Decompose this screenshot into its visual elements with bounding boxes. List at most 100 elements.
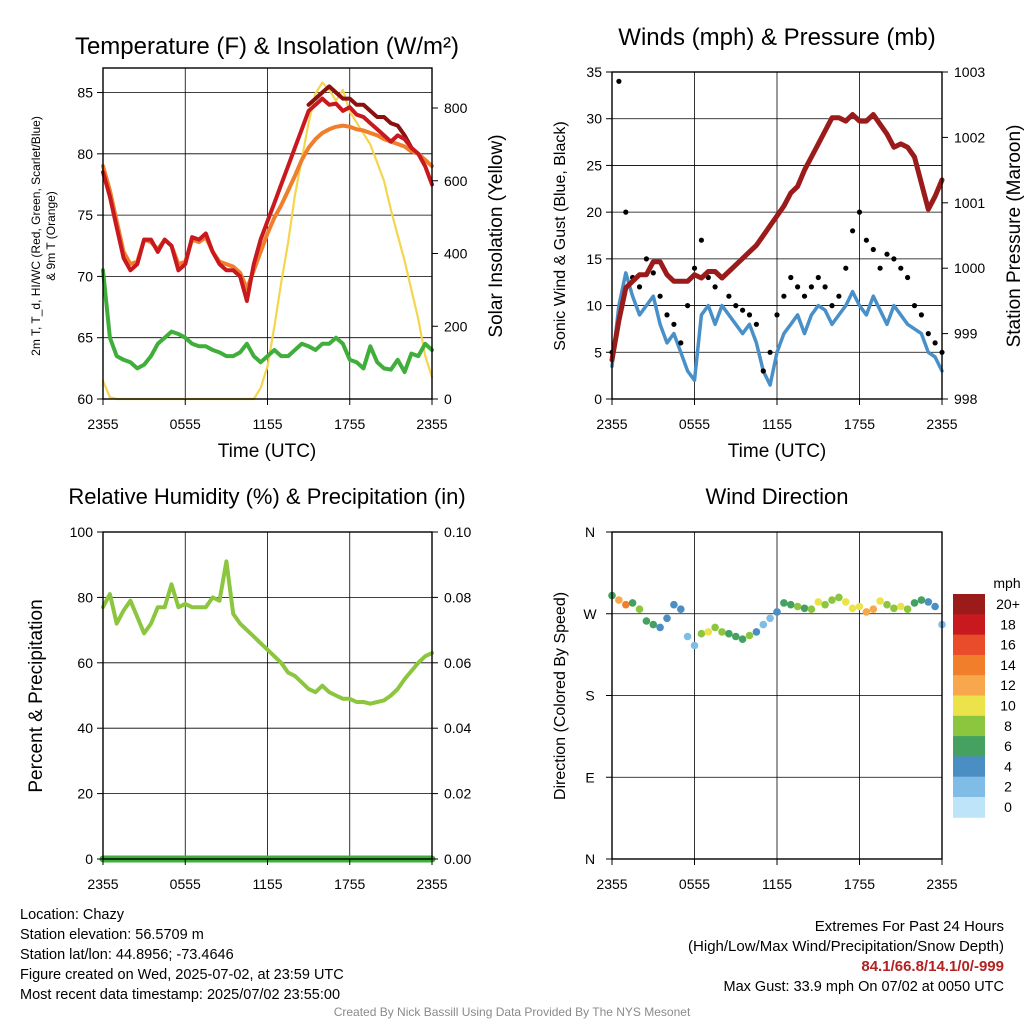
legend-label: 6 [1004, 738, 1012, 754]
gust-point [788, 274, 794, 281]
gust-point [678, 340, 684, 346]
direction-point [711, 623, 719, 632]
y-right-tick-label: 0.02 [444, 786, 471, 802]
direction-point [890, 604, 898, 613]
x-tick-label: 0555 [679, 416, 710, 432]
gust-point [767, 349, 773, 355]
direction-point [793, 602, 802, 611]
legend-label: 10 [1000, 698, 1016, 714]
legend-swatch [953, 776, 985, 798]
x-tick-label: 0555 [170, 416, 201, 432]
gust-point [657, 293, 663, 299]
y-tick-label: 40 [77, 720, 93, 736]
gust-point [911, 303, 918, 309]
legend-swatch [953, 797, 985, 818]
y-right-axis-label: Station Pressure (Maroon) [1004, 125, 1024, 348]
legend-swatch [953, 654, 985, 676]
gust-point [733, 303, 739, 309]
y-right-tick-label: 1002 [954, 129, 985, 145]
chart-title: Wind Direction [705, 484, 848, 509]
y-right-tick-label: 0.00 [444, 851, 471, 867]
legend-label: 14 [1000, 657, 1016, 673]
y-tick-label: S [585, 688, 594, 704]
y-right-axis-label: Solar Insolation (Yellow) [486, 134, 507, 337]
y-tick-label: 10 [586, 298, 602, 314]
direction-point [800, 604, 809, 613]
direction-point [656, 623, 664, 632]
direction-point [903, 605, 912, 613]
direction-point [725, 629, 733, 638]
legend-swatch [953, 695, 985, 717]
sonic-wind-line [610, 271, 944, 387]
legend-swatch [953, 675, 985, 696]
y-tick-label: E [585, 769, 594, 785]
extremes-values: 84.1/66.8/14.1/0/-999 [861, 958, 1004, 975]
x-tick-label: 1755 [334, 876, 365, 892]
extremes-subtitle: (High/Low/Max Wind/Precipitation/Snow De… [688, 938, 1004, 955]
direction-point [883, 600, 891, 609]
gust-point [905, 274, 911, 281]
y-right-tick-label: 0.10 [444, 524, 471, 540]
legend-label: 16 [1000, 637, 1016, 653]
y-right-tick-label: 400 [444, 246, 468, 262]
y-axis-label: Direction (Colored By Speed) [552, 592, 569, 800]
direction-point [615, 596, 623, 604]
x-tick-label: 2355 [596, 416, 627, 432]
y-tick-label: 20 [77, 786, 93, 802]
y-tick-label: 65 [77, 330, 93, 346]
y-tick-label: 30 [586, 111, 602, 127]
y-right-tick-label: 0 [444, 391, 452, 407]
legend-label: 18 [1000, 616, 1016, 632]
direction-point [704, 628, 713, 636]
gust-point [808, 284, 815, 290]
winds-panel: 2355 0555 1155 1755 2355 0 5 10 15 20 25 30 35 998 999… [552, 24, 1024, 462]
recent-timestamp: Most recent data timestamp: 2025/07/02 2… [20, 987, 341, 1003]
y-right-tick-label: 0.04 [444, 720, 471, 736]
gust-point [623, 209, 629, 215]
y-tick-label: 20 [586, 204, 602, 220]
gust-point [829, 303, 835, 309]
legend-swatch [953, 634, 985, 656]
direction-point [876, 597, 884, 605]
gust-point [691, 265, 698, 271]
y-tick-label: 85 [77, 85, 93, 101]
legend-label: 4 [1004, 758, 1012, 774]
direction-point [924, 598, 933, 606]
gust-point [746, 312, 753, 318]
gust-point [643, 256, 650, 262]
y-axis-label: 2m T, T_d, HI/WC (Red, Green, Scarlet/Bl… [29, 116, 43, 356]
x-tick-label: 1155 [252, 416, 282, 432]
y-tick-label: 25 [586, 157, 602, 173]
x-tick-label: 1155 [762, 416, 792, 432]
direction-point [842, 598, 850, 606]
y-tick-label: 60 [77, 391, 93, 407]
direction-point [807, 605, 816, 613]
station-info: Location: Chazy Station elevation: 56.57… [20, 905, 344, 1005]
y-tick-label: 100 [70, 524, 94, 540]
humidity-line [101, 559, 434, 706]
direction-point [677, 605, 685, 613]
legend-swatch [953, 594, 985, 615]
direction-point [752, 628, 761, 636]
gust-point [898, 265, 904, 271]
y-right-tick-label: 1001 [954, 195, 985, 211]
y-right-tick-label: 998 [954, 391, 978, 407]
legend-swatch [953, 736, 985, 757]
direction-point [787, 600, 795, 609]
pressure-line [609, 112, 945, 363]
x-tick-label: 2355 [87, 416, 118, 432]
series-line-dewpoint_green [101, 268, 434, 374]
y-axis-label: Percent & Precipitation [26, 599, 47, 792]
gridlines [612, 532, 942, 859]
y-tick-label: 15 [586, 251, 602, 267]
gridlines [103, 532, 432, 859]
y-tick-label: 80 [77, 146, 93, 162]
y-tick-label: 35 [586, 64, 602, 80]
direction-point [780, 599, 788, 607]
direction-point [670, 600, 678, 609]
x-tick-label: 1755 [334, 416, 365, 432]
gust-point [781, 293, 787, 299]
gust-point [685, 303, 691, 309]
